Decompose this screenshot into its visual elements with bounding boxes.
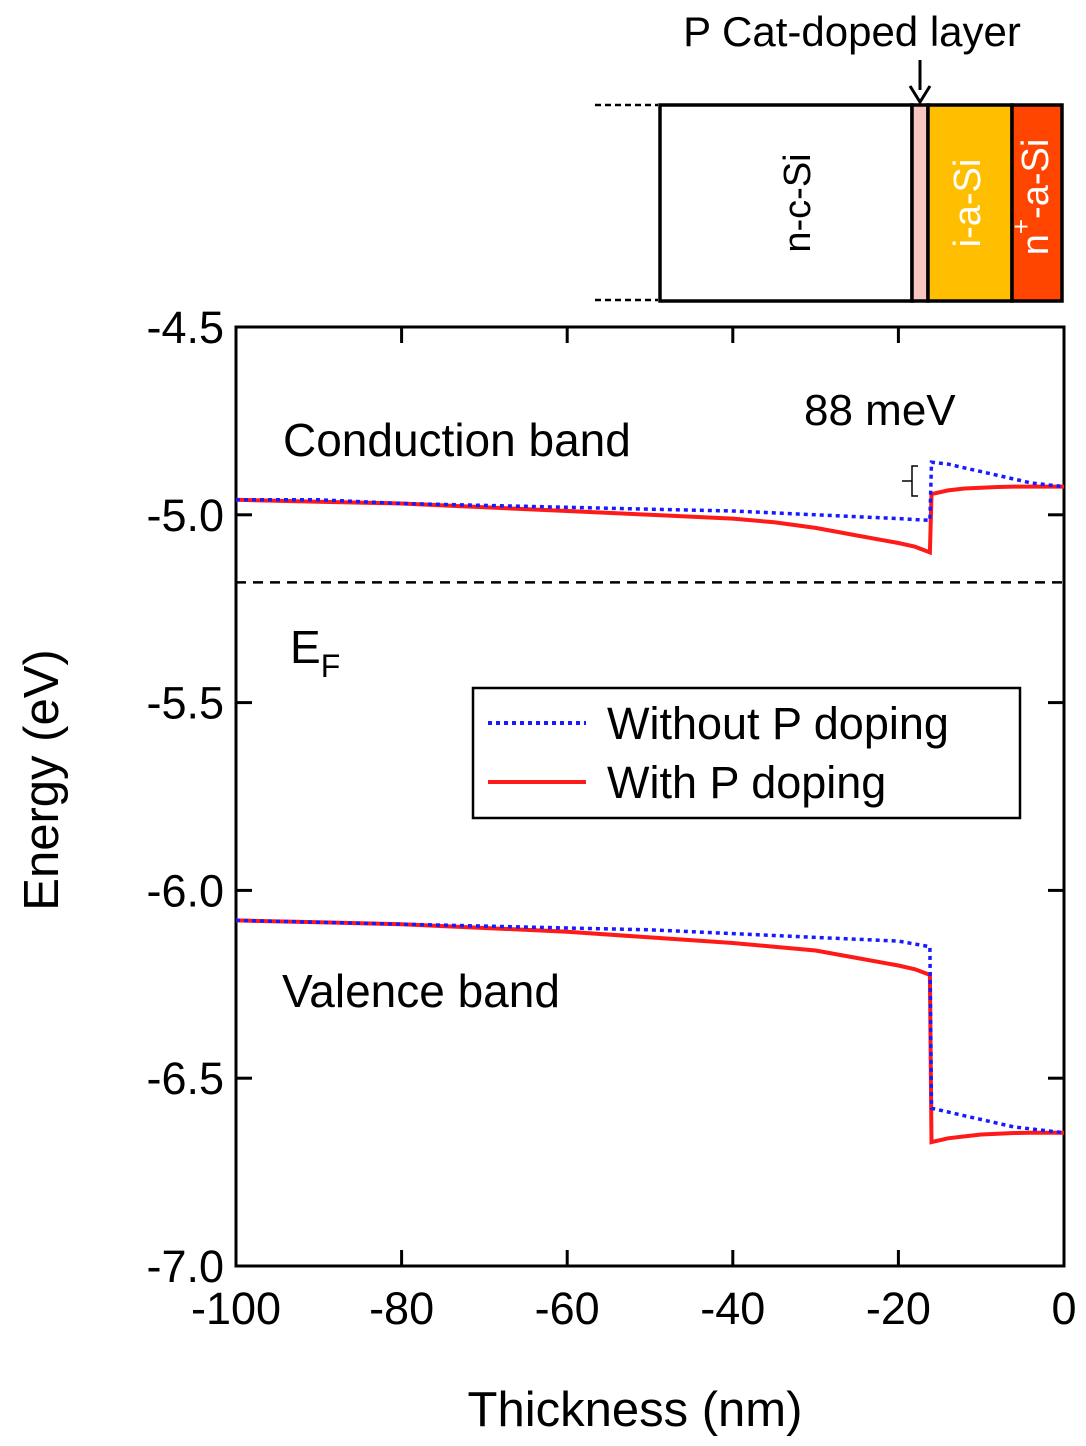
y-tick-label: -6.0	[146, 865, 224, 916]
layer-label-n-c-si: n-c-Si	[777, 153, 819, 252]
y-tick-label: -5.0	[146, 490, 224, 541]
x-tick-label: -60	[535, 1283, 600, 1334]
y-axis-title: Energy (eV)	[15, 649, 69, 910]
series-layer	[235, 460, 1065, 1145]
with-p-conduction-band-line	[235, 484, 1064, 556]
x-tick-label: -40	[700, 1283, 765, 1334]
y-tick-label: -5.5	[146, 678, 224, 729]
legend: Without P doping With P doping	[471, 686, 1022, 820]
layer-stack-inset: P Cat-doped layer n-c-Si i-a-Si n+-a-Si	[595, 8, 1064, 303]
y-tick-label: -4.5	[146, 302, 224, 353]
fermi-level-base: E	[290, 621, 321, 673]
x-tick-label: 0	[1051, 1283, 1076, 1334]
y-ticks: -4.5 -5.0 -5.5 -6.0 -6.5 -7.0	[146, 302, 1064, 1292]
x-tick-label: -80	[369, 1283, 434, 1334]
y-tick-label: -6.5	[146, 1053, 224, 1104]
n-plus-rest: -a-Si	[1015, 139, 1057, 219]
fermi-level-sub: F	[321, 648, 341, 684]
layer-p-cat-doped	[910, 103, 930, 303]
without-p-conduction-band-line	[236, 460, 1065, 523]
layer-n-c-si	[658, 103, 914, 303]
x-ticks: -100 -80 -60 -40 -20 0	[191, 327, 1077, 1334]
legend-label-without-p: Without P doping	[607, 698, 949, 749]
with-p-valence-band-line	[235, 918, 1064, 1145]
x-axis-title: Thickness (nm)	[468, 1383, 803, 1437]
without-p-valence-band-line	[235, 918, 1065, 1135]
offset-bracket	[902, 465, 918, 497]
inset-arrow-head	[908, 85, 932, 105]
fermi-level-label: EF	[290, 621, 340, 684]
legend-box	[471, 686, 1022, 820]
y-tick-label: -7.0	[146, 1241, 224, 1292]
valence-band-label: Valence band	[282, 965, 560, 1017]
offset-label: 88 meV	[804, 386, 956, 435]
layer-label-i-a-si: i-a-Si	[947, 159, 989, 248]
n-plus-sup: +	[1006, 219, 1036, 234]
layer-label-n-plus-a-si: n+-a-Si	[1006, 139, 1057, 256]
plot-frame	[234, 325, 1066, 1268]
layer-n-plus-a-si	[1010, 103, 1064, 303]
x-tick-label: -20	[866, 1283, 931, 1334]
legend-label-with-p: With P doping	[607, 757, 886, 808]
conduction-band-label: Conduction band	[283, 414, 631, 466]
layer-i-a-si	[926, 103, 1014, 303]
n-plus-base: n	[1015, 234, 1057, 255]
x-tick-label: -100	[191, 1283, 281, 1334]
inset-title: P Cat-doped layer	[683, 8, 1021, 55]
